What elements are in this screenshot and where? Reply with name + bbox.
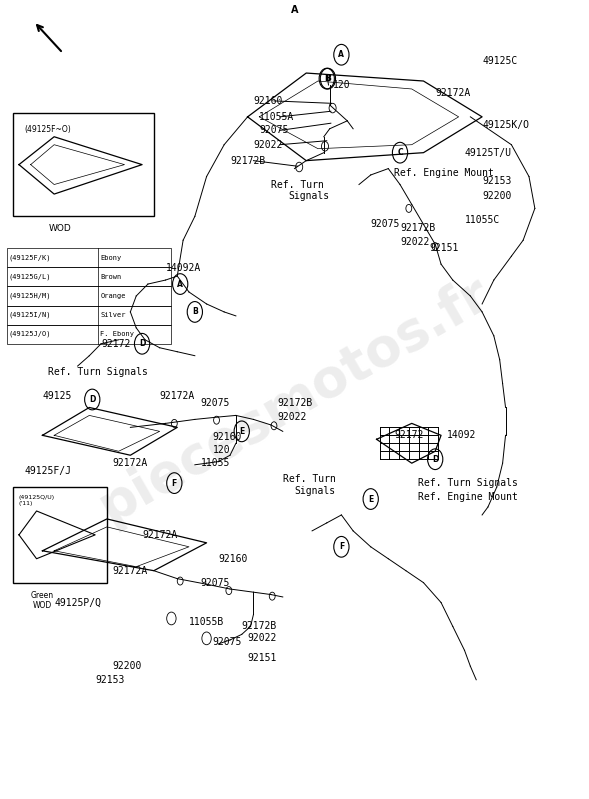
Text: 92172B: 92172B: [277, 399, 312, 408]
Text: D: D: [432, 455, 438, 463]
Text: A: A: [177, 280, 183, 288]
Text: B: B: [325, 74, 331, 83]
Text: 92022: 92022: [277, 412, 306, 422]
Text: 92075: 92075: [201, 578, 230, 587]
Text: 92151: 92151: [247, 654, 277, 663]
Text: 92151: 92151: [429, 243, 459, 253]
Text: 92172A: 92172A: [142, 530, 177, 540]
Text: A: A: [339, 50, 345, 59]
Text: 92075: 92075: [201, 399, 230, 408]
Text: (49125H/M): (49125H/M): [8, 292, 51, 300]
Text: (49125Q/U)
('11): (49125Q/U) ('11): [19, 495, 55, 506]
Text: 92200: 92200: [112, 662, 142, 671]
Text: 92153: 92153: [95, 675, 124, 685]
Text: 92172B: 92172B: [241, 622, 277, 631]
Text: F: F: [339, 543, 344, 551]
Text: 92075: 92075: [213, 638, 242, 647]
Text: 92172A: 92172A: [112, 458, 148, 468]
Text: C: C: [397, 148, 403, 157]
Text: Brown: Brown: [101, 274, 122, 280]
Text: 49125C: 49125C: [482, 56, 517, 66]
Text: 92022: 92022: [247, 634, 277, 643]
Text: (49125G/L): (49125G/L): [8, 273, 51, 280]
Text: 92160: 92160: [253, 96, 283, 106]
Text: Signals: Signals: [289, 192, 330, 201]
Text: F. Ebony: F. Ebony: [101, 332, 134, 337]
Text: 92172: 92172: [101, 339, 130, 349]
Text: Ref. Turn: Ref. Turn: [283, 474, 336, 484]
Text: 92160: 92160: [213, 432, 242, 442]
Text: Ref. Turn Signals: Ref. Turn Signals: [48, 367, 148, 376]
Text: D: D: [89, 395, 95, 404]
Text: (49125I/N): (49125I/N): [8, 312, 51, 318]
Text: piecesmotos.fr: piecesmotos.fr: [90, 266, 499, 533]
Bar: [7, 324, 171, 344]
Text: (49125F~O): (49125F~O): [25, 125, 72, 133]
Bar: [7, 305, 171, 324]
Text: 92172: 92172: [394, 431, 423, 440]
Text: E: E: [239, 427, 244, 435]
Text: 92075: 92075: [259, 125, 289, 135]
Text: Signals: Signals: [294, 486, 336, 496]
Text: 120: 120: [333, 80, 350, 90]
Text: E: E: [368, 495, 373, 503]
Text: 49125F/J: 49125F/J: [25, 466, 72, 476]
Text: Orange: Orange: [101, 293, 126, 299]
Text: Green
WOD: Green WOD: [31, 590, 54, 610]
Text: 92172A: 92172A: [112, 566, 148, 576]
Text: 92172A: 92172A: [160, 391, 195, 400]
Text: B: B: [324, 74, 330, 83]
Bar: [7, 268, 171, 286]
Bar: [7, 286, 171, 305]
Text: 49125: 49125: [42, 391, 72, 400]
Text: (49125F/K): (49125F/K): [8, 255, 51, 261]
Text: 120: 120: [213, 445, 230, 455]
Text: 92075: 92075: [370, 220, 400, 229]
Text: 11055B: 11055B: [189, 618, 224, 627]
Text: 92160: 92160: [219, 554, 247, 564]
Text: 92172A: 92172A: [435, 88, 471, 98]
Text: 92172B: 92172B: [230, 156, 265, 165]
Text: Ref. Engine Mount: Ref. Engine Mount: [394, 168, 494, 177]
Text: 92200: 92200: [482, 192, 511, 201]
Text: D: D: [139, 340, 145, 348]
Bar: [7, 248, 171, 268]
Text: 49125T/U: 49125T/U: [465, 148, 511, 157]
Text: 92022: 92022: [400, 237, 429, 247]
Text: 14092: 14092: [447, 431, 477, 440]
Text: 14092A: 14092A: [166, 263, 201, 273]
Text: (49125J/O): (49125J/O): [8, 331, 51, 337]
Text: 92172B: 92172B: [400, 223, 435, 233]
Text: F: F: [172, 479, 177, 487]
Text: B: B: [192, 308, 198, 316]
Text: 92022: 92022: [253, 140, 283, 149]
Text: 49125P/Q: 49125P/Q: [54, 598, 101, 607]
Bar: [13, 487, 107, 582]
Text: 92153: 92153: [482, 176, 511, 185]
Text: 11055C: 11055C: [465, 216, 499, 225]
Text: A: A: [291, 6, 298, 15]
Text: 11055A: 11055A: [259, 112, 294, 121]
Text: Ref. Turn Signals: Ref. Turn Signals: [418, 478, 518, 488]
Text: 11055: 11055: [201, 458, 230, 468]
Text: Ref. Engine Mount: Ref. Engine Mount: [418, 491, 518, 502]
Text: WOD: WOD: [49, 225, 71, 233]
Bar: [13, 113, 154, 217]
Text: Ebony: Ebony: [101, 255, 122, 260]
Text: Ref. Turn: Ref. Turn: [271, 180, 324, 189]
Text: 49125K/O: 49125K/O: [482, 120, 529, 129]
Text: Silver: Silver: [101, 312, 126, 318]
